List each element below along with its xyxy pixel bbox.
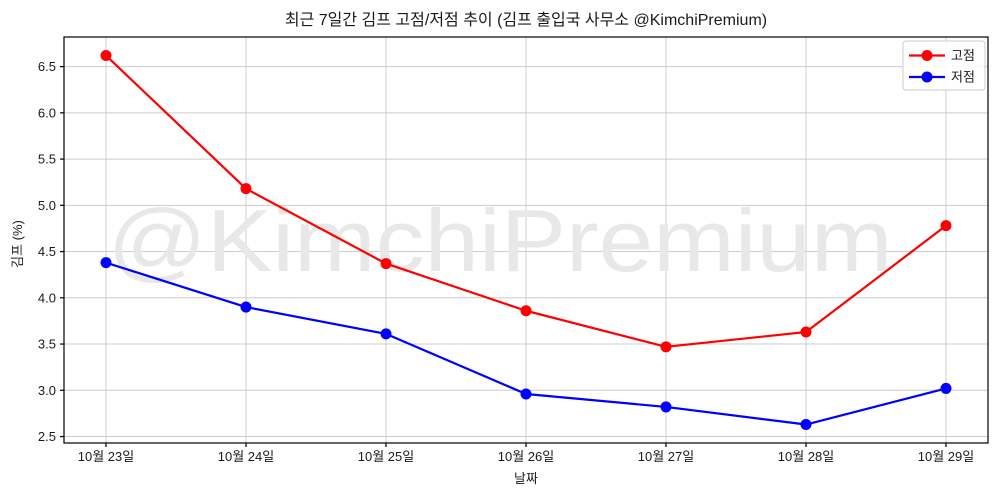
x-axis-label: 날짜 — [514, 471, 538, 486]
y-tick-label: 3.0 — [38, 383, 56, 398]
data-point-marker-저점 — [100, 257, 112, 269]
y-tick-label: 4.5 — [38, 244, 56, 259]
data-point-marker-저점 — [240, 301, 252, 313]
watermark-text: @KimchiPremium — [108, 191, 893, 290]
series-layer — [100, 49, 952, 431]
y-tick-label: 4.0 — [38, 290, 56, 305]
data-point-marker-저점 — [660, 401, 672, 413]
legend-marker-sample — [921, 50, 933, 61]
data-point-marker-고점 — [940, 220, 952, 232]
y-tick-label: 3.5 — [38, 337, 56, 352]
x-tick-label: 10월 23일 — [78, 449, 134, 464]
x-tick-label: 10월 26일 — [498, 449, 554, 464]
data-point-marker-저점 — [800, 419, 812, 431]
x-tick-label: 10월 24일 — [218, 449, 274, 464]
x-tick-label: 10월 29일 — [918, 449, 974, 464]
y-tick-label: 6.0 — [38, 105, 56, 120]
ticks-layer: 2.5 3.0 3.5 4.0 4.5 5.0 5.5 6.0 6.5 10월 23일 10월 24… — [38, 59, 974, 464]
data-point-marker-고점 — [240, 183, 252, 195]
data-point-marker-저점 — [380, 328, 392, 340]
data-point-marker-고점 — [520, 305, 532, 317]
y-tick-label: 2.5 — [38, 429, 56, 444]
y-tick-label: 5.0 — [38, 198, 56, 213]
chart-title: 최근 7일간 김프 고점/저점 추이 (김프 출입국 사무소 @KimchiPr… — [285, 11, 767, 29]
x-tick-label: 10월 27일 — [638, 449, 694, 464]
y-tick-label: 6.5 — [38, 59, 56, 74]
data-point-marker-고점 — [380, 258, 392, 270]
data-point-marker-저점 — [520, 388, 532, 400]
legend-marker-sample — [921, 71, 933, 83]
grid-layer — [64, 37, 988, 443]
data-point-marker-고점 — [100, 49, 112, 61]
data-point-marker-저점 — [940, 382, 952, 394]
data-point-marker-고점 — [660, 341, 672, 353]
x-tick-label: 10월 28일 — [778, 449, 834, 464]
data-point-marker-고점 — [800, 326, 812, 338]
y-axis-label: 김프 (%) — [10, 220, 25, 268]
y-tick-label: 5.5 — [38, 152, 56, 167]
x-tick-label: 10월 25일 — [358, 449, 414, 464]
legend-item-label: 저점 — [951, 70, 975, 85]
legend-item-label: 고점 — [951, 48, 975, 63]
